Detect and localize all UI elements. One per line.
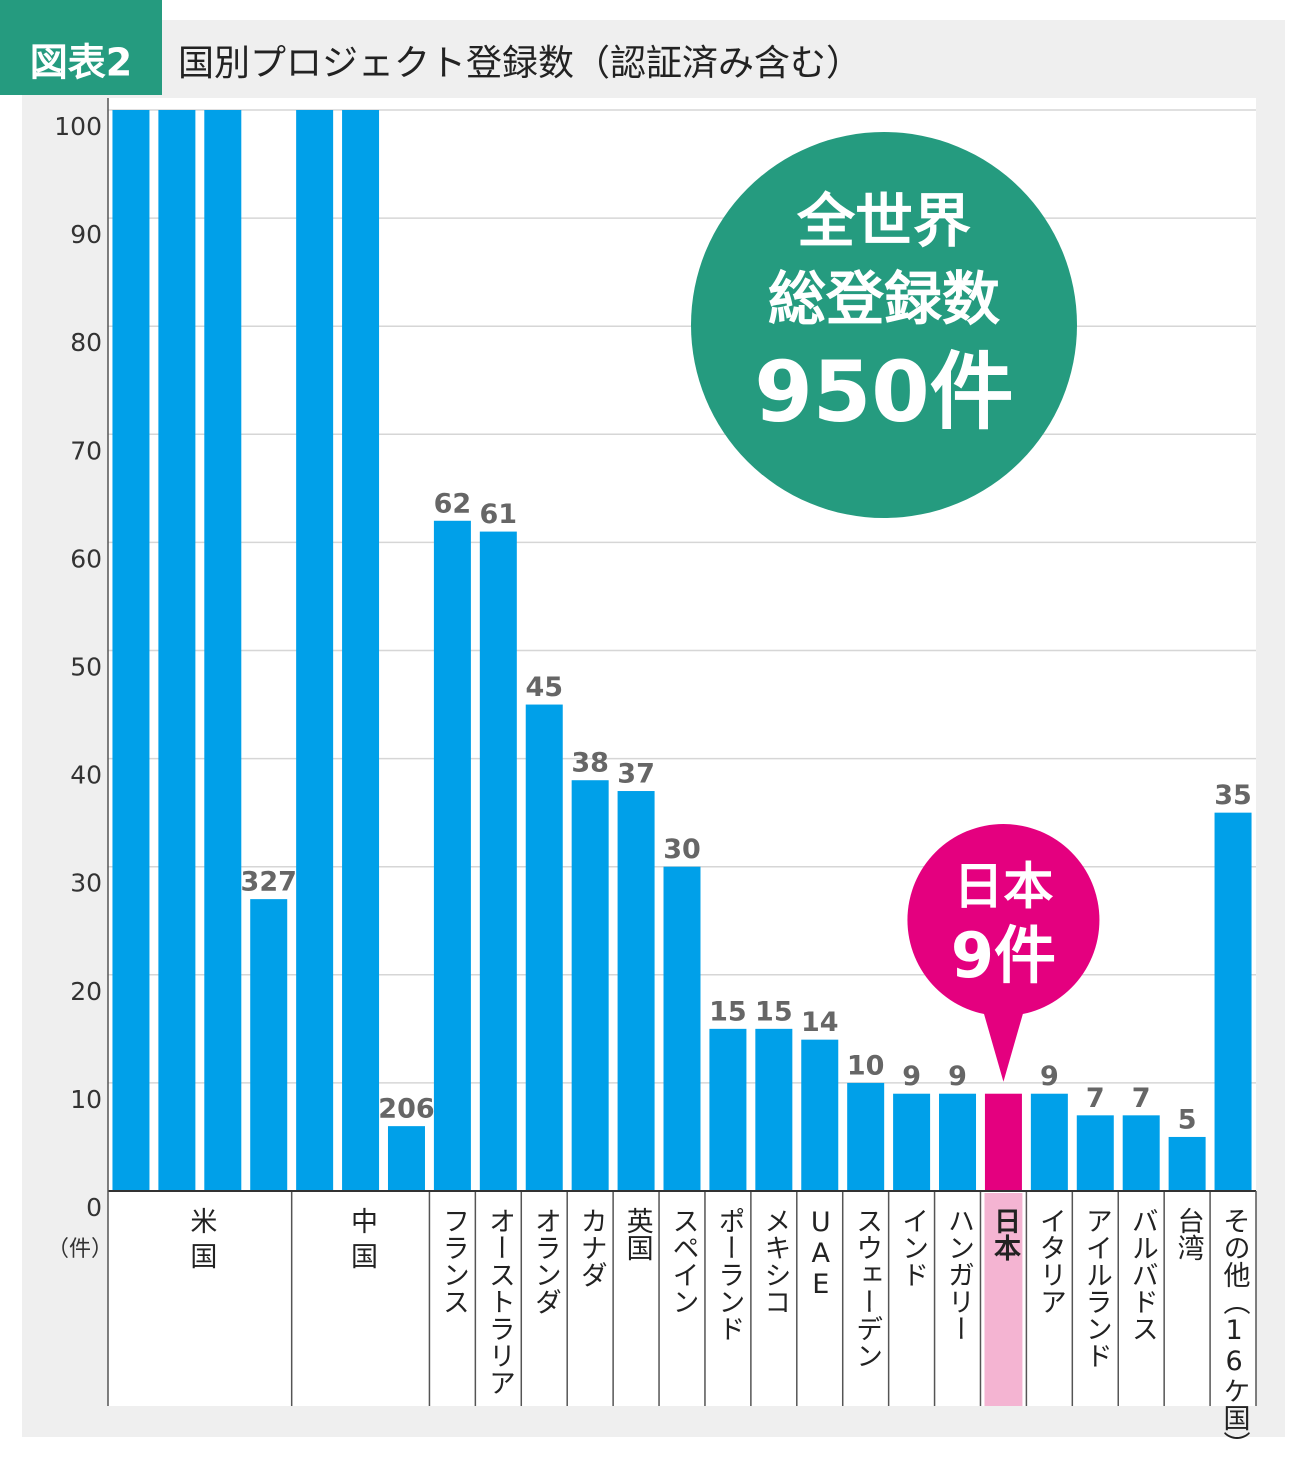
bar [1030,1093,1068,1191]
total-line1: 全世界 [796,187,971,255]
value-label: 15 [709,996,747,1027]
bars: 327 米国 206 中国 62 フランス 61 オーストラリア 45 オランダ 38 カナダ 37 英国… [112,110,1252,1458]
bar [479,531,517,1191]
bar [893,1093,931,1191]
y-tick-label: 80 [70,328,102,357]
bar [709,1028,747,1191]
x-tick-label: バルバドス [1127,1207,1158,1342]
x-tick-label: 英国 [622,1207,653,1261]
y-tick-label: 10 [70,1085,102,1114]
badge-box [0,0,162,95]
y-tick-label: 100 [54,112,102,141]
bar [204,110,242,1191]
y-tick-label: 30 [70,869,102,898]
bar [617,791,655,1191]
x-tick-label: アイルランド [1081,1207,1112,1369]
x-tick-label: 米国 [185,1207,217,1277]
x-tick-label: スウェーデン [851,1207,882,1369]
total-badge: 全世界 総登録数 950件 [691,132,1077,518]
x-tick-label: 日本 [989,1207,1021,1261]
y-unit: （件） [47,1237,113,1262]
y-tick-label: 50 [70,653,102,682]
total-circle [691,132,1077,518]
value-label: 15 [755,996,793,1027]
bar [1076,1115,1114,1191]
badge: 図表2 [30,41,132,85]
bar [342,110,380,1191]
value-label: 5 [1178,1104,1197,1135]
x-tick-label: 台湾 [1173,1207,1205,1261]
value-label: 10 [847,1050,885,1081]
x-tick-label: フランス [438,1207,469,1315]
value-label: 7 [1086,1083,1105,1114]
y-tick-label: 0 [86,1193,102,1222]
chart-title: 国別プロジェクト登録数（認証済み含む） [178,43,862,84]
bar [847,1082,885,1191]
x-tick-label: メキシコ [759,1207,790,1315]
value-label: 206 [378,1094,434,1125]
total-line2: 総登録数 [768,265,1000,333]
x-tick-label: UAE [805,1207,836,1300]
value-label: 37 [617,759,655,790]
value-label: 9 [902,1061,921,1092]
value-label: 9 [1040,1061,1059,1092]
x-tick-label: オランダ [530,1207,561,1315]
bar [1122,1115,1160,1191]
value-label: 35 [1214,780,1252,811]
y-tick-label: 60 [70,544,102,573]
x-tick-label: カナダ [576,1207,607,1288]
value-label: 61 [480,499,518,530]
bar [296,110,334,1191]
bar [939,1093,977,1191]
x-tick-label: ハンガリー [943,1207,974,1342]
bar [984,1093,1022,1191]
x-tick-label: 中国 [346,1207,377,1277]
value-label: 30 [663,834,701,865]
value-label: 62 [434,488,472,519]
total-line3: 950件 [754,343,1013,441]
highlight-label-bg [984,1193,1023,1406]
bar [112,110,150,1191]
value-label: 9 [948,1061,967,1092]
highlight-line1: 日本 [953,858,1053,916]
x-tick-label: スペイン [668,1207,699,1315]
x-tick-label: ポーランド [713,1207,744,1342]
bar [755,1028,793,1191]
x-tick-label: オーストラリア [484,1207,515,1396]
x-tick-label: インド [897,1207,928,1288]
y-tick-label: 20 [70,977,102,1006]
value-label: 38 [571,748,609,779]
highlight-line2: 9件 [951,919,1056,992]
value-label: 7 [1132,1083,1151,1114]
bar [801,1039,839,1191]
x-tick-label: その他（16ケ国） [1219,1207,1251,1457]
value-label: 327 [241,867,297,898]
highlight-bubble [907,824,1100,1016]
bar [525,704,563,1191]
y-tick-label: 90 [70,220,102,249]
bar [571,780,609,1191]
value-label: 45 [525,672,563,703]
bar [433,520,471,1191]
y-tick-label: 70 [70,436,102,465]
value-label: 14 [801,1007,839,1038]
bar [250,899,288,1191]
bar [663,866,701,1191]
bar [158,110,196,1191]
highlight-bubble [981,1005,1026,1082]
y-tick-label: 40 [70,761,102,790]
x-tick-label: イタリア [1035,1207,1066,1315]
bar [1168,1136,1206,1191]
bar [1214,812,1252,1191]
bar [387,1126,425,1191]
